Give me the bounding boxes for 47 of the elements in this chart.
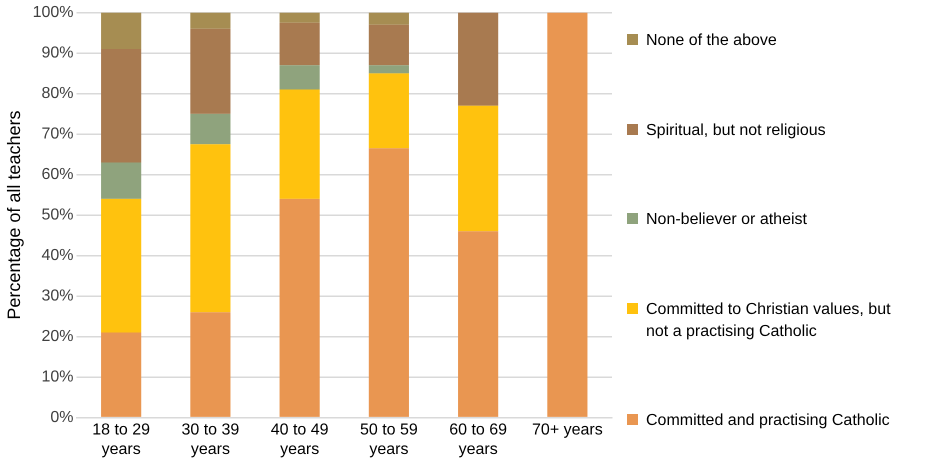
legend-label: Non-believer or atheist — [646, 210, 808, 230]
y-axis-title: Percentage of all teachers — [4, 110, 24, 320]
bar — [101, 49, 142, 162]
bar — [190, 114, 230, 144]
bar — [190, 28, 230, 114]
x-tick-label: 50 to 59 years — [360, 422, 418, 458]
bar — [101, 162, 142, 199]
bar — [190, 12, 230, 29]
y-tick-label: 70% — [41, 126, 74, 143]
bar — [280, 12, 320, 23]
legend-label: Spiritual, but not religious — [646, 120, 827, 140]
bar — [368, 24, 409, 66]
bar — [280, 65, 320, 90]
bar — [280, 90, 320, 199]
y-tick-label: 20% — [41, 328, 74, 346]
y-tick-label: 50% — [41, 206, 74, 224]
y-tick-label: 90% — [41, 44, 74, 62]
y-tick-label: 40% — [41, 247, 74, 264]
bar — [190, 144, 230, 312]
bar — [101, 332, 142, 417]
x-tick-label: 40 to 49 years — [270, 422, 329, 458]
y-tick-label: 80% — [41, 85, 74, 102]
bar — [280, 198, 320, 417]
bar — [368, 12, 409, 25]
legend-label: Committed to Christian values, but not a practising Catholic — [646, 300, 892, 342]
bar — [458, 12, 498, 106]
x-tick-label: 18 to 29 years — [92, 422, 150, 458]
y-tick-label: 10% — [41, 368, 74, 386]
bar — [547, 12, 588, 417]
legend-label: Committed and practising Catholic — [646, 411, 891, 431]
bar — [101, 12, 142, 50]
x-tick-label: 60 to 69 years — [449, 422, 508, 458]
y-tick-label: 100% — [32, 4, 74, 22]
y-tick-label: 0% — [50, 409, 74, 426]
bar — [368, 73, 409, 148]
bar — [368, 65, 409, 74]
bar — [280, 22, 320, 66]
legend-label: None of the above — [646, 31, 778, 51]
y-tick-label: 60% — [41, 166, 74, 184]
bar — [190, 312, 230, 417]
bar — [458, 106, 498, 232]
bar — [101, 198, 142, 333]
x-tick-label: 70+ years — [532, 422, 603, 439]
bar — [458, 231, 498, 417]
bar — [368, 148, 409, 417]
x-tick-label: 30 to 39 years — [181, 422, 240, 458]
y-tick-label: 30% — [41, 288, 74, 305]
